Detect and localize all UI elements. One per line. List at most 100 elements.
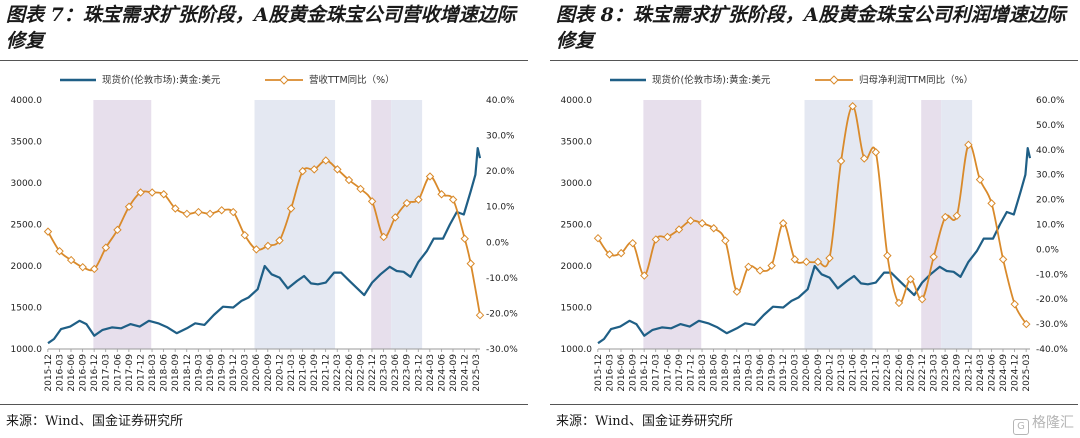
growth-data-point (460, 234, 469, 243)
x-axis-tick: 2021-06 (299, 354, 309, 392)
x-axis-tick: 2023-03 (380, 354, 390, 392)
left-axis-tick: 1000.0 (11, 345, 43, 355)
x-axis-tick: 2020-09 (264, 354, 274, 392)
x-axis-tick: 2020-06 (252, 354, 262, 392)
x-axis-tick: 2022-06 (345, 354, 355, 392)
x-axis-tick: 2019-06 (206, 354, 216, 392)
left-axis-tick: 2000.0 (561, 262, 593, 272)
growth-data-point (686, 216, 695, 225)
x-axis-tick: 2021-12 (322, 354, 332, 392)
left-axis-tick: 2000.0 (11, 262, 43, 272)
x-axis-tick: 2017-03 (102, 354, 112, 392)
growth-data-point (333, 165, 342, 174)
x-axis-tick: 2022-09 (906, 354, 916, 392)
x-axis-tick: 2022-12 (368, 354, 378, 392)
chart-panel-right: 图表 8：珠宝需求扩张阶段，A股黄金珠宝公司利润增速边际修复 现货价(伦敦市场)… (550, 0, 1080, 438)
x-axis-tick: 2019-09 (217, 354, 227, 392)
growth-data-point (310, 165, 319, 174)
growth-data-point (941, 212, 950, 222)
source-divider (0, 404, 528, 405)
left-axis-tick: 1500.0 (11, 304, 43, 314)
x-axis-tick: 2021-03 (837, 354, 847, 392)
x-axis-tick: 2018-12 (733, 354, 743, 392)
growth-data-point (437, 190, 446, 199)
x-axis-tick: 2016-09 (629, 354, 639, 392)
x-axis-tick: 2020-12 (275, 354, 285, 392)
x-axis-tick: 2022-03 (333, 354, 343, 392)
x-axis-tick: 2017-09 (125, 354, 135, 392)
growth-data-point (205, 209, 215, 219)
x-axis-tick: 2021-12 (872, 354, 882, 392)
x-axis-tick: 2017-12 (136, 354, 146, 392)
growth-data-point (663, 232, 672, 242)
x-axis-tick: 2018-09 (171, 354, 181, 392)
watermark-logo: G 格隆汇 (1013, 412, 1074, 435)
growth-data-point (263, 241, 273, 251)
growth-data-point (964, 140, 973, 150)
chart-title: 图表 7：珠宝需求扩张阶段，A股黄金珠宝公司营收增速边际修复 (6, 4, 516, 52)
left-axis-tick: 3500.0 (561, 138, 593, 148)
left-axis-tick: 1500.0 (561, 304, 593, 314)
growth-data-point (78, 262, 87, 272)
growth-data-point (651, 235, 661, 244)
right-axis-tick: -10.0% (486, 274, 518, 284)
right-axis-tick: 40.0% (1036, 146, 1065, 156)
x-axis-tick: 2021-09 (310, 354, 320, 392)
x-axis-tick: 2016-06 (617, 354, 627, 392)
x-axis-tick: 2023-09 (403, 354, 413, 392)
x-axis-tick: 2019-06 (756, 354, 766, 392)
x-axis-tick: 2019-09 (767, 354, 777, 392)
left-axis-tick: 2500.0 (561, 221, 593, 231)
growth-data-point (217, 206, 226, 215)
x-axis-tick: 2024-06 (437, 354, 447, 392)
revenue-growth-chart: 现货价(伦敦市场):黄金:美元 营收TTM同比（%） 1000.0 1500.0 200… (11, 74, 519, 392)
x-axis-tick: 2018-03 (698, 354, 708, 392)
x-axis-tick: 2019-03 (744, 354, 754, 392)
x-axis-tick: 2022-12 (918, 354, 928, 392)
growth-data-point (813, 257, 823, 267)
x-axis-tick: 2016-03 (605, 354, 615, 392)
growth-data-point (194, 207, 203, 217)
growth-data-point (1022, 319, 1031, 329)
x-axis-tick: 2021-03 (287, 354, 297, 392)
growth-data-point (709, 224, 718, 233)
growth-data-point (286, 204, 296, 213)
profit-growth-chart: 现货价(伦敦市场):黄金:美元 归母净利润TTM同比（%） 1000.0 1500.0… (561, 74, 1069, 392)
source-divider (550, 404, 1078, 405)
growth-data-point (171, 204, 180, 213)
x-axis-tick: 2021-06 (849, 354, 859, 392)
x-axis-tick: 2022-09 (356, 354, 366, 392)
x-axis-tick: 2018-03 (148, 354, 158, 392)
x-axis-tick: 2017-09 (675, 354, 685, 392)
right-axis-tick: 30.0% (1036, 171, 1065, 181)
left-axis-tick: 3000.0 (11, 179, 43, 189)
left-axis-tick: 1000.0 (561, 345, 593, 355)
left-axis-tick: 3500.0 (11, 138, 43, 148)
x-axis-tick: 2016-12 (640, 354, 650, 392)
growth-data-point (929, 252, 938, 262)
right-axis-tick: 20.0% (1036, 196, 1065, 206)
growth-data-point (593, 233, 603, 243)
right-axis-tick: 10.0% (1036, 221, 1065, 231)
x-axis-tick: 2017-06 (663, 354, 673, 392)
chart-source: 来源：Wind、国金证券研究所 (6, 414, 183, 429)
legend-label-gold: 现货价(伦敦市场):黄金:美元 (102, 74, 221, 86)
gold-price-line (47, 147, 482, 345)
growth-data-point (802, 257, 811, 267)
right-axis-tick: -30.0% (1036, 320, 1068, 330)
x-axis-tick: 2018-12 (183, 354, 193, 392)
title-divider (0, 60, 528, 61)
growth-data-point (147, 188, 157, 197)
right-axis-tick: 10.0% (486, 203, 515, 213)
right-axis-tick: 20.0% (486, 167, 515, 177)
growth-data-point (240, 230, 249, 240)
growth-data-point (344, 175, 354, 185)
x-axis-tick: 2017-03 (652, 354, 662, 392)
x-axis-tick: 2016-06 (67, 354, 77, 392)
x-axis-tick: 2023-12 (964, 354, 974, 392)
x-axis-tick: 2020-06 (802, 354, 812, 392)
right-axis-tick: 30.0% (486, 132, 515, 142)
x-axis-tick: 2023-06 (391, 354, 401, 392)
chart-title: 图表 8：珠宝需求扩张阶段，A股黄金珠宝公司利润增速边际修复 (556, 4, 1066, 52)
growth-data-point (871, 148, 881, 157)
